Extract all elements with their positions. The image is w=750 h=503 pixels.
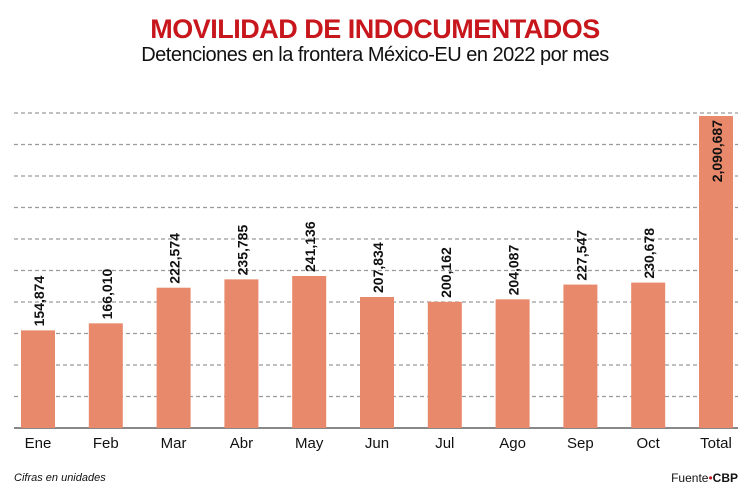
- data-label: 222,574: [167, 233, 183, 284]
- bar-jun: [360, 296, 394, 428]
- data-label: 241,136: [302, 221, 318, 272]
- x-tick-label: Ago: [499, 435, 526, 452]
- source-label: Fuente: [671, 471, 709, 485]
- bar-total: [699, 116, 733, 428]
- data-label: 227,547: [573, 230, 589, 281]
- x-tick-label: Oct: [637, 435, 661, 452]
- x-tick-label: Mar: [161, 435, 187, 452]
- bar-oct: [631, 282, 666, 428]
- x-tick-label: Jul: [435, 435, 454, 452]
- bar-abr: [224, 279, 259, 428]
- x-tick-label: Total: [700, 435, 732, 452]
- source-credit: Fuente•CBP: [671, 471, 738, 485]
- chart-subtitle: Detenciones en la frontera México-EU en …: [141, 44, 609, 66]
- x-tick-label: Jun: [365, 435, 389, 452]
- bar-ene: [21, 330, 55, 428]
- units-note: Cifras en unidades: [14, 472, 106, 484]
- x-tick-label: Ene: [25, 435, 52, 452]
- x-tick-label: Feb: [93, 435, 119, 452]
- bar-may: [292, 276, 327, 428]
- data-label: 207,834: [370, 242, 386, 293]
- bar-feb: [88, 323, 123, 428]
- bar-mar: [156, 287, 191, 428]
- data-label: 200,162: [438, 247, 454, 298]
- source-name: CBP: [712, 471, 738, 485]
- chart-title: MOVILIDAD DE INDOCUMENTADOS: [150, 14, 600, 44]
- bar-sep: [563, 284, 598, 428]
- data-label: 230,678: [641, 228, 657, 279]
- x-tick-label: May: [295, 435, 324, 452]
- bar-jul: [427, 301, 462, 428]
- bullet-icon: •: [708, 471, 713, 485]
- data-label: 166,010: [99, 269, 115, 320]
- bar-ago: [495, 299, 530, 428]
- data-label: 235,785: [234, 225, 250, 276]
- data-label: 154,874: [31, 276, 47, 327]
- x-tick-label: Abr: [230, 435, 253, 452]
- x-tick-label: Sep: [567, 435, 594, 452]
- data-label: 204,087: [506, 245, 522, 296]
- data-label: 2,090,687: [709, 120, 725, 182]
